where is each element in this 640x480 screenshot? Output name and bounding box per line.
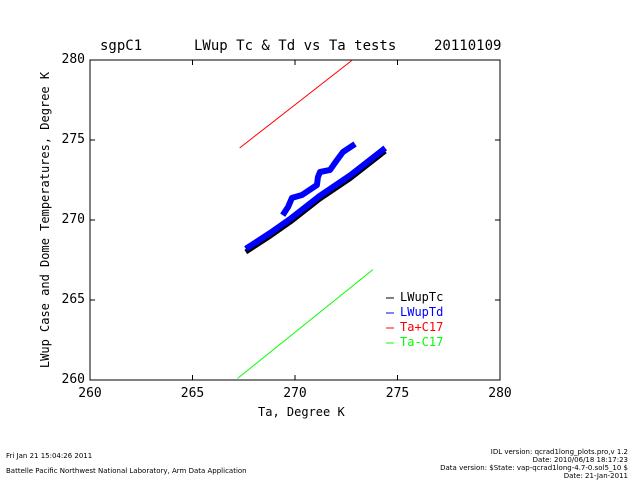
series-lwuptd [244,145,388,252]
footer-org: Battelle Pacific Northwest National Labo… [6,467,247,475]
y-tick-label: 270 [61,212,85,227]
legend-label-lwuptd: LWupTd [400,305,444,319]
chart-title: LWup Tc & Td vs Ta tests [194,38,397,54]
y-tick-label: 280 [61,52,85,67]
footer-idl-version: IDL version: qcrad1long_plots.pro,v 1.2 [490,448,628,456]
legend-label-ta-c17: Ta+C17 [400,320,444,334]
y-tick-label: 260 [61,372,85,387]
footer-date2: Date: 21-Jan-2011 [563,472,628,480]
y-tick-label: 275 [61,132,85,147]
x-tick-label: 270 [283,386,307,401]
series-lwuptd-branch [280,141,357,217]
series [237,59,388,379]
x-tick-label: 265 [180,386,205,401]
date-label: 20110109 [434,38,502,54]
x-axis-label: Ta, Degree K [258,405,345,419]
ticks [89,59,501,381]
legend-label-lwuptc: LWupTc [400,290,444,304]
y-axis-label: LWup Case and Dome Temperatures, Degree … [38,71,52,369]
footer-date1: Date: 2010/06/18 18:17:23 [532,456,628,464]
x-tick-label: 280 [488,386,512,401]
series-ta-c17 [237,269,374,379]
y-tick-label: 265 [61,292,85,307]
legend [386,297,394,344]
footer-data-version: Data version: $State: vap-qcrad1long-4.7… [440,464,628,472]
series-ta-c17 [239,59,353,149]
footer-datetime: Fri Jan 21 15:04:26 2011 [6,452,93,460]
legend-label-ta-c17: Ta-C17 [400,335,444,349]
site-label: sgpC1 [100,38,143,54]
x-tick-label: 260 [78,386,102,401]
x-tick-label: 275 [385,386,410,401]
